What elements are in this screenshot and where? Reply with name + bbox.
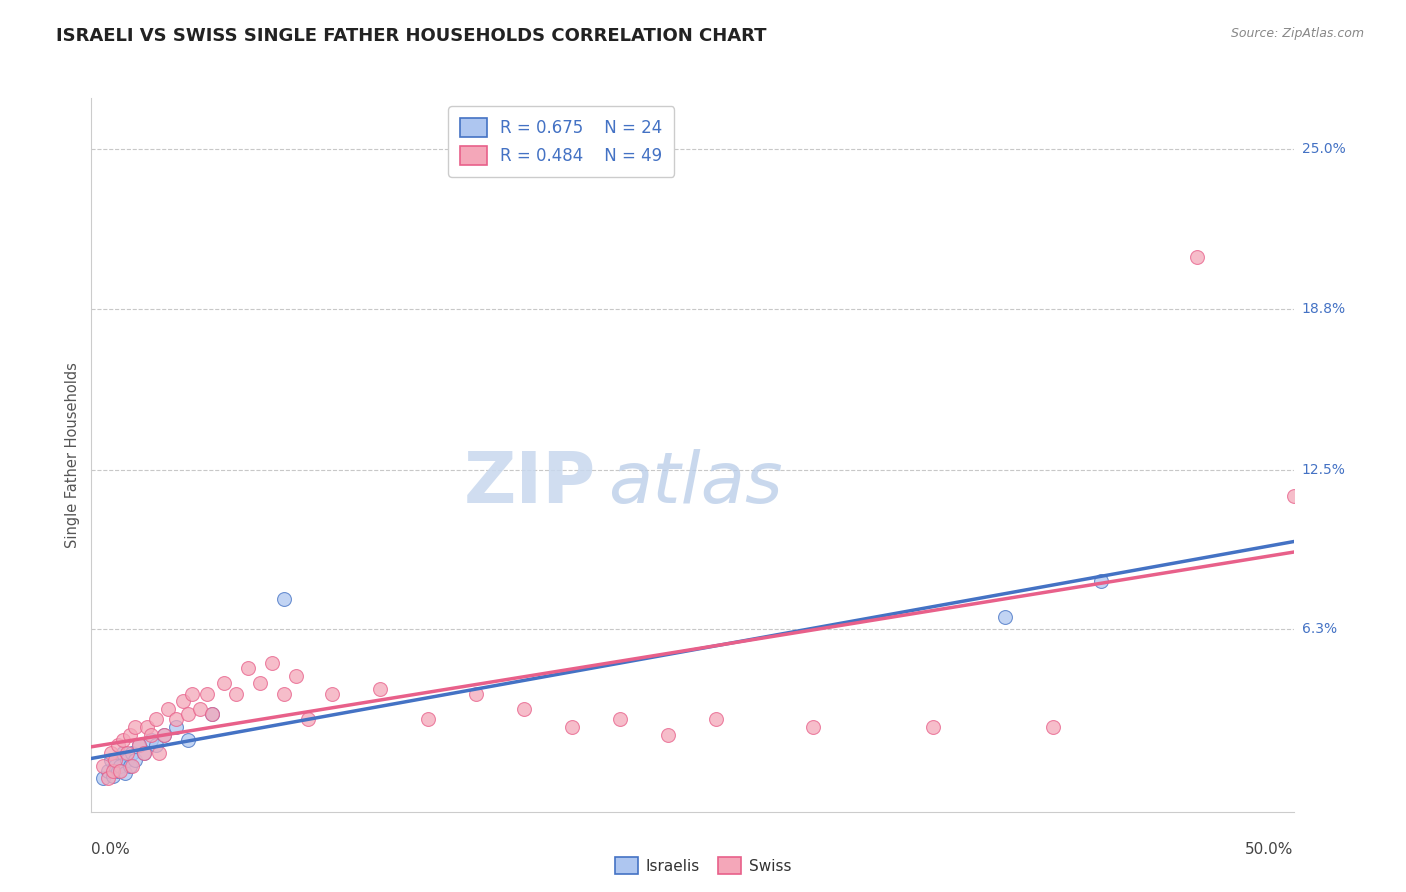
Point xyxy=(176,707,198,722)
Point xyxy=(111,732,134,747)
Point xyxy=(124,720,146,734)
Point xyxy=(148,746,170,760)
Point xyxy=(111,746,134,760)
Point xyxy=(93,772,115,786)
Point xyxy=(134,746,156,760)
Text: ISRAELI VS SWISS SINGLE FATHER HOUSEHOLDS CORRELATION CHART: ISRAELI VS SWISS SINGLE FATHER HOUSEHOLD… xyxy=(56,27,766,45)
Point xyxy=(141,732,163,747)
Point xyxy=(165,712,187,726)
Point xyxy=(1090,574,1112,588)
Point xyxy=(1042,720,1064,734)
Text: 25.0%: 25.0% xyxy=(1302,143,1346,156)
Text: 12.5%: 12.5% xyxy=(1302,463,1346,477)
Point xyxy=(657,728,679,742)
Point xyxy=(1187,250,1209,264)
Point xyxy=(101,764,124,778)
Point xyxy=(101,769,124,783)
Point xyxy=(513,702,536,716)
Text: 0.0%: 0.0% xyxy=(91,842,131,857)
Legend: Israelis, Swiss: Israelis, Swiss xyxy=(609,851,797,880)
Point xyxy=(110,764,132,778)
Point xyxy=(1282,489,1305,503)
Point xyxy=(145,712,167,726)
Point xyxy=(121,746,143,760)
Text: 50.0%: 50.0% xyxy=(1246,842,1294,857)
Legend: R = 0.675    N = 24, R = 0.484    N = 49: R = 0.675 N = 24, R = 0.484 N = 49 xyxy=(449,106,673,177)
Point xyxy=(121,758,143,772)
Point xyxy=(152,728,174,742)
Point xyxy=(260,656,283,670)
Point xyxy=(609,712,631,726)
Point xyxy=(135,720,157,734)
Point xyxy=(922,720,945,734)
Point xyxy=(368,681,391,696)
Point xyxy=(284,668,307,682)
Point xyxy=(201,707,224,722)
Point xyxy=(107,738,129,752)
Text: Source: ZipAtlas.com: Source: ZipAtlas.com xyxy=(1230,27,1364,40)
Point xyxy=(117,746,139,760)
Point xyxy=(128,738,150,752)
Point xyxy=(172,694,194,708)
Point xyxy=(236,661,259,675)
Text: ZIP: ZIP xyxy=(464,449,596,518)
Point xyxy=(249,676,271,690)
Point xyxy=(110,758,132,772)
Point xyxy=(100,746,122,760)
Point xyxy=(321,687,343,701)
Point xyxy=(212,676,235,690)
Point xyxy=(145,738,167,752)
Point xyxy=(118,758,141,772)
Point xyxy=(104,753,127,767)
Point xyxy=(134,746,156,760)
Point xyxy=(118,728,141,742)
Point xyxy=(124,753,146,767)
Point xyxy=(225,687,247,701)
Y-axis label: Single Father Households: Single Father Households xyxy=(65,362,80,548)
Point xyxy=(273,591,295,606)
Point xyxy=(104,758,127,772)
Point xyxy=(97,764,120,778)
Point xyxy=(107,764,129,778)
Text: atlas: atlas xyxy=(609,449,783,518)
Point xyxy=(97,772,120,786)
Point xyxy=(165,720,187,734)
Point xyxy=(141,728,163,742)
Point xyxy=(93,758,115,772)
Point xyxy=(188,702,211,716)
Point xyxy=(706,712,728,726)
Point xyxy=(297,712,319,726)
Point xyxy=(117,753,139,767)
Point xyxy=(114,766,136,780)
Point xyxy=(465,687,488,701)
Point xyxy=(561,720,583,734)
Text: 18.8%: 18.8% xyxy=(1302,301,1346,316)
Point xyxy=(201,707,224,722)
Point xyxy=(181,687,204,701)
Point xyxy=(176,732,198,747)
Point xyxy=(195,687,218,701)
Point xyxy=(273,687,295,701)
Point xyxy=(994,609,1017,624)
Point xyxy=(128,738,150,752)
Point xyxy=(801,720,824,734)
Text: 6.3%: 6.3% xyxy=(1302,623,1337,637)
Point xyxy=(152,728,174,742)
Point xyxy=(157,702,180,716)
Point xyxy=(100,753,122,767)
Point xyxy=(416,712,439,726)
